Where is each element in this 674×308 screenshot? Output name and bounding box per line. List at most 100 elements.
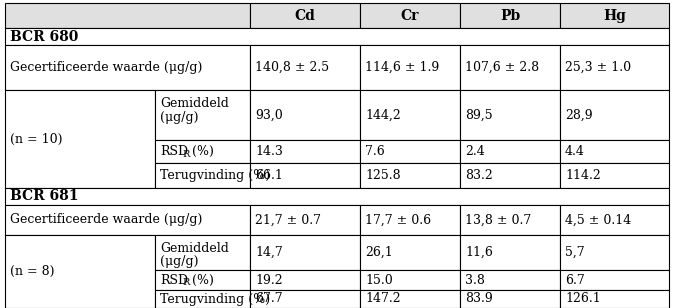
Bar bbox=[460, 90, 560, 140]
Bar bbox=[5, 235, 155, 308]
Bar bbox=[360, 163, 460, 188]
Text: (%): (%) bbox=[188, 274, 214, 286]
Text: R: R bbox=[182, 149, 189, 159]
Text: 93,0: 93,0 bbox=[255, 108, 283, 121]
Text: BCR 680: BCR 680 bbox=[10, 30, 78, 43]
Bar bbox=[560, 140, 669, 163]
Bar bbox=[560, 45, 669, 90]
Text: 19.2: 19.2 bbox=[255, 274, 282, 286]
Text: 14,7: 14,7 bbox=[255, 246, 283, 259]
Text: 83.2: 83.2 bbox=[465, 169, 493, 182]
Bar bbox=[460, 3, 560, 28]
Bar bbox=[360, 235, 460, 270]
Bar bbox=[250, 3, 360, 28]
Text: Terugvinding (%): Terugvinding (%) bbox=[160, 293, 270, 306]
Bar bbox=[250, 163, 360, 188]
Text: 17,7 ± 0.6: 17,7 ± 0.6 bbox=[365, 213, 431, 226]
Text: (μg/g): (μg/g) bbox=[160, 111, 199, 124]
Text: R: R bbox=[182, 278, 189, 287]
Text: 147.2: 147.2 bbox=[365, 293, 400, 306]
Text: 21,7 ± 0.7: 21,7 ± 0.7 bbox=[255, 213, 321, 226]
Text: 3.8: 3.8 bbox=[465, 274, 485, 286]
Bar bbox=[560, 270, 669, 290]
Text: 114,6 ± 1.9: 114,6 ± 1.9 bbox=[365, 61, 439, 74]
Bar bbox=[5, 90, 155, 188]
Bar bbox=[560, 290, 669, 308]
Text: 89,5: 89,5 bbox=[465, 108, 493, 121]
Bar bbox=[560, 163, 669, 188]
Text: 26,1: 26,1 bbox=[365, 246, 393, 259]
Text: RSD: RSD bbox=[160, 274, 188, 286]
Text: BCR 681: BCR 681 bbox=[10, 189, 78, 204]
Bar bbox=[560, 235, 669, 270]
Bar bbox=[560, 205, 669, 235]
Bar bbox=[5, 205, 250, 235]
Text: 83.9: 83.9 bbox=[465, 293, 493, 306]
Text: Cr: Cr bbox=[401, 9, 419, 22]
Text: RSD: RSD bbox=[160, 145, 188, 158]
Text: 114.2: 114.2 bbox=[565, 169, 601, 182]
Bar bbox=[360, 3, 460, 28]
Bar bbox=[460, 45, 560, 90]
Bar bbox=[250, 235, 360, 270]
Bar bbox=[360, 205, 460, 235]
Text: 28,9: 28,9 bbox=[565, 108, 592, 121]
Bar bbox=[560, 3, 669, 28]
Bar bbox=[155, 290, 250, 308]
Bar bbox=[460, 140, 560, 163]
Text: Hg: Hg bbox=[603, 9, 626, 22]
Text: 6.7: 6.7 bbox=[565, 274, 585, 286]
Text: (μg/g): (μg/g) bbox=[160, 256, 199, 269]
Bar bbox=[360, 45, 460, 90]
Text: 5,7: 5,7 bbox=[565, 246, 584, 259]
Text: 2.4: 2.4 bbox=[465, 145, 485, 158]
Text: Gemiddeld: Gemiddeld bbox=[160, 241, 229, 254]
Text: (n = 8): (n = 8) bbox=[10, 265, 55, 278]
Text: 144,2: 144,2 bbox=[365, 108, 401, 121]
Text: Cd: Cd bbox=[295, 9, 315, 22]
Bar bbox=[5, 188, 669, 205]
Text: (%): (%) bbox=[188, 145, 214, 158]
Text: 15.0: 15.0 bbox=[365, 274, 393, 286]
Bar bbox=[250, 140, 360, 163]
Bar bbox=[460, 163, 560, 188]
Bar bbox=[250, 270, 360, 290]
Bar bbox=[360, 290, 460, 308]
Bar bbox=[5, 45, 250, 90]
Bar bbox=[460, 235, 560, 270]
Bar bbox=[155, 90, 250, 140]
Bar bbox=[5, 3, 250, 28]
Text: 13,8 ± 0.7: 13,8 ± 0.7 bbox=[465, 213, 531, 226]
Bar bbox=[460, 270, 560, 290]
Text: 126.1: 126.1 bbox=[565, 293, 601, 306]
Text: 25,3 ± 1.0: 25,3 ± 1.0 bbox=[565, 61, 631, 74]
Bar bbox=[250, 45, 360, 90]
Bar bbox=[155, 140, 250, 163]
Bar bbox=[5, 28, 669, 45]
Text: (n = 10): (n = 10) bbox=[10, 132, 63, 145]
Text: 4.4: 4.4 bbox=[565, 145, 585, 158]
Bar bbox=[250, 290, 360, 308]
Text: 14.3: 14.3 bbox=[255, 145, 283, 158]
Bar bbox=[360, 140, 460, 163]
Bar bbox=[250, 205, 360, 235]
Bar bbox=[460, 205, 560, 235]
Text: 140,8 ± 2.5: 140,8 ± 2.5 bbox=[255, 61, 329, 74]
Text: 107,6 ± 2.8: 107,6 ± 2.8 bbox=[465, 61, 539, 74]
Text: 66.1: 66.1 bbox=[255, 169, 283, 182]
Bar bbox=[460, 290, 560, 308]
Bar bbox=[560, 90, 669, 140]
Bar bbox=[155, 163, 250, 188]
Text: 67.7: 67.7 bbox=[255, 293, 282, 306]
Text: 7.6: 7.6 bbox=[365, 145, 385, 158]
Bar bbox=[155, 270, 250, 290]
Text: Pb: Pb bbox=[500, 9, 520, 22]
Text: Gecertificeerde waarde (μg/g): Gecertificeerde waarde (μg/g) bbox=[10, 213, 202, 226]
Text: Terugvinding (%): Terugvinding (%) bbox=[160, 169, 270, 182]
Text: Gemiddeld: Gemiddeld bbox=[160, 96, 229, 110]
Text: 4,5 ± 0.14: 4,5 ± 0.14 bbox=[565, 213, 632, 226]
Bar bbox=[250, 90, 360, 140]
Text: 125.8: 125.8 bbox=[365, 169, 400, 182]
Bar bbox=[360, 90, 460, 140]
Bar bbox=[155, 235, 250, 270]
